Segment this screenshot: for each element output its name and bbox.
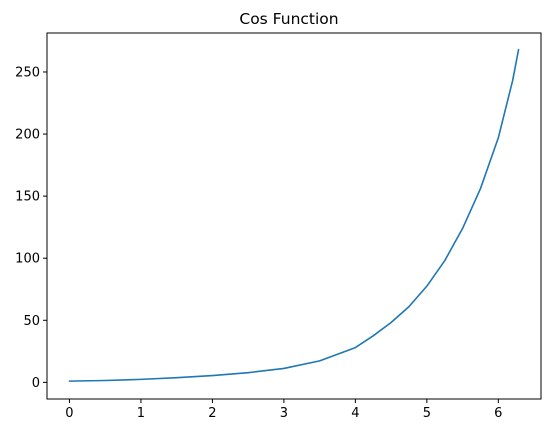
y-tick-label: 50	[23, 314, 40, 329]
axes-frame	[46, 32, 542, 400]
y-tick-label: 150	[15, 190, 40, 205]
y-tick-label: 100	[15, 252, 40, 267]
plot-area	[68, 48, 520, 382]
x-axis-ticks: 0 1 2 3 4 5 6	[65, 399, 502, 421]
y-axis-ticks: 0 50 100 150 200 250	[15, 65, 47, 391]
series-line-0	[68, 48, 520, 382]
x-tick-label: 4	[351, 406, 359, 421]
x-tick-label: 3	[280, 406, 288, 421]
x-tick-label: 1	[137, 406, 145, 421]
y-tick-label: 250	[15, 65, 40, 80]
x-tick-label: 6	[494, 406, 502, 421]
x-tick-label: 5	[423, 406, 431, 421]
x-tick-label: 0	[65, 406, 73, 421]
y-tick-label: 200	[15, 128, 40, 143]
y-tick-label: 0	[32, 376, 40, 391]
chart-title: Cos Function	[239, 10, 338, 28]
x-tick-label: 2	[208, 406, 216, 421]
